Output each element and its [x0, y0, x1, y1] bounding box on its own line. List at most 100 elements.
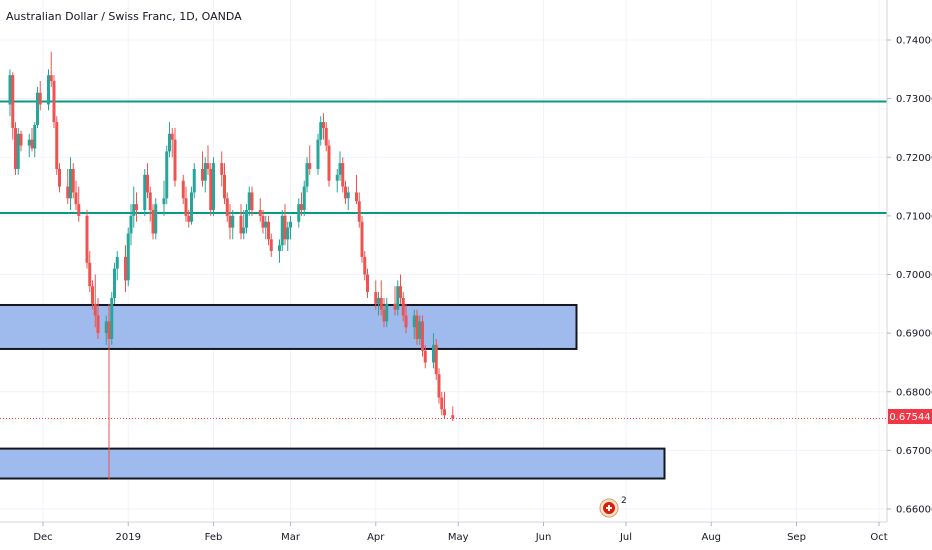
time-axis[interactable]: Dec 2019 Feb Mar Apr May Jun Jul Aug Sep Oct: [33, 522, 888, 543]
candle-body: [355, 192, 358, 202]
event-marker[interactable]: 2: [599, 496, 627, 518]
candle-body: [264, 221, 268, 228]
candle-body: [170, 133, 174, 140]
x-tick-label: Oct: [870, 532, 887, 543]
grid-lines: [0, 0, 887, 522]
candle-body: [168, 133, 171, 152]
last-price-label: 0.67544: [888, 409, 932, 424]
candle-body: [247, 192, 251, 211]
candle-body: [220, 163, 224, 175]
x-tick-label: 2019: [116, 532, 141, 543]
candle-body: [104, 321, 108, 334]
candles: [8, 51, 455, 480]
candle-body: [19, 133, 23, 146]
candle-body: [184, 198, 188, 216]
candle-body: [69, 168, 72, 199]
candle-body: [14, 127, 17, 169]
candle-body: [377, 297, 380, 304]
candle-body: [267, 221, 270, 240]
candle-body: [124, 256, 127, 281]
candle-body: [366, 274, 369, 293]
candle-body: [16, 133, 20, 169]
candle-body: [27, 139, 31, 146]
candle-body: [212, 163, 215, 211]
candle-body: [135, 204, 138, 211]
candle-body: [113, 268, 116, 298]
x-tick-label: Feb: [205, 532, 223, 543]
candle-body: [52, 81, 56, 123]
candle-body: [55, 122, 59, 169]
candle-body: [110, 297, 114, 339]
candle-body: [8, 75, 12, 105]
candle-body: [33, 125, 37, 149]
candle-body: [74, 192, 78, 205]
candle-body: [203, 163, 207, 181]
x-tick-label: Jun: [535, 532, 552, 543]
candle-body: [190, 192, 193, 222]
candle-body: [129, 215, 133, 234]
candle-body: [223, 174, 226, 199]
candle-body: [327, 145, 331, 181]
candle-body: [146, 174, 149, 193]
candle-body: [231, 215, 235, 228]
candle-body: [363, 256, 367, 275]
candle-body: [36, 92, 39, 126]
candle-body: [338, 163, 342, 175]
last-price-bg: [888, 409, 932, 424]
candle-body: [421, 321, 424, 351]
x-tick-label: Jul: [619, 532, 632, 543]
candle-body: [93, 303, 97, 316]
candle-body: [165, 151, 169, 199]
candle-body: [412, 315, 416, 328]
candle-body: [132, 204, 136, 216]
candle-body: [38, 92, 42, 105]
candle-body: [297, 204, 301, 222]
candle-body: [289, 221, 292, 228]
event-badge-count: 2: [621, 496, 627, 506]
candle-body: [404, 315, 408, 328]
candle-body: [192, 168, 196, 193]
candle-body: [399, 286, 402, 298]
candle-body: [374, 292, 378, 304]
candle-body: [173, 139, 177, 181]
candle-body: [225, 198, 229, 216]
zone-box: [0, 447, 666, 480]
candle-body: [154, 204, 158, 234]
candle-body: [382, 309, 386, 322]
candle-body: [283, 215, 287, 240]
candle-body: [181, 180, 185, 199]
candle-body: [415, 315, 419, 339]
candle-body: [451, 415, 455, 419]
candle-body: [440, 397, 444, 410]
candle-body: [126, 233, 130, 281]
candle-body: [396, 286, 400, 310]
candle-body: [58, 168, 61, 187]
candle-body: [401, 297, 405, 316]
candle-body: [269, 239, 273, 252]
candle-body: [324, 127, 328, 146]
candle-body: [418, 321, 422, 339]
candle-body: [280, 215, 284, 246]
candle-body: [245, 210, 248, 228]
candle-body: [209, 168, 213, 211]
candle-body: [151, 210, 155, 234]
zone-box: [0, 303, 578, 350]
candle-body: [239, 215, 243, 234]
candle-body: [77, 204, 81, 216]
candle-body: [47, 75, 50, 105]
candle-body: [148, 192, 152, 211]
candle-body: [11, 75, 15, 128]
candle-body: [258, 210, 262, 216]
candle-body: [434, 344, 438, 375]
candle-body: [96, 315, 100, 334]
candle-body: [88, 262, 92, 287]
y-tick-label: 0.66000: [896, 505, 932, 516]
